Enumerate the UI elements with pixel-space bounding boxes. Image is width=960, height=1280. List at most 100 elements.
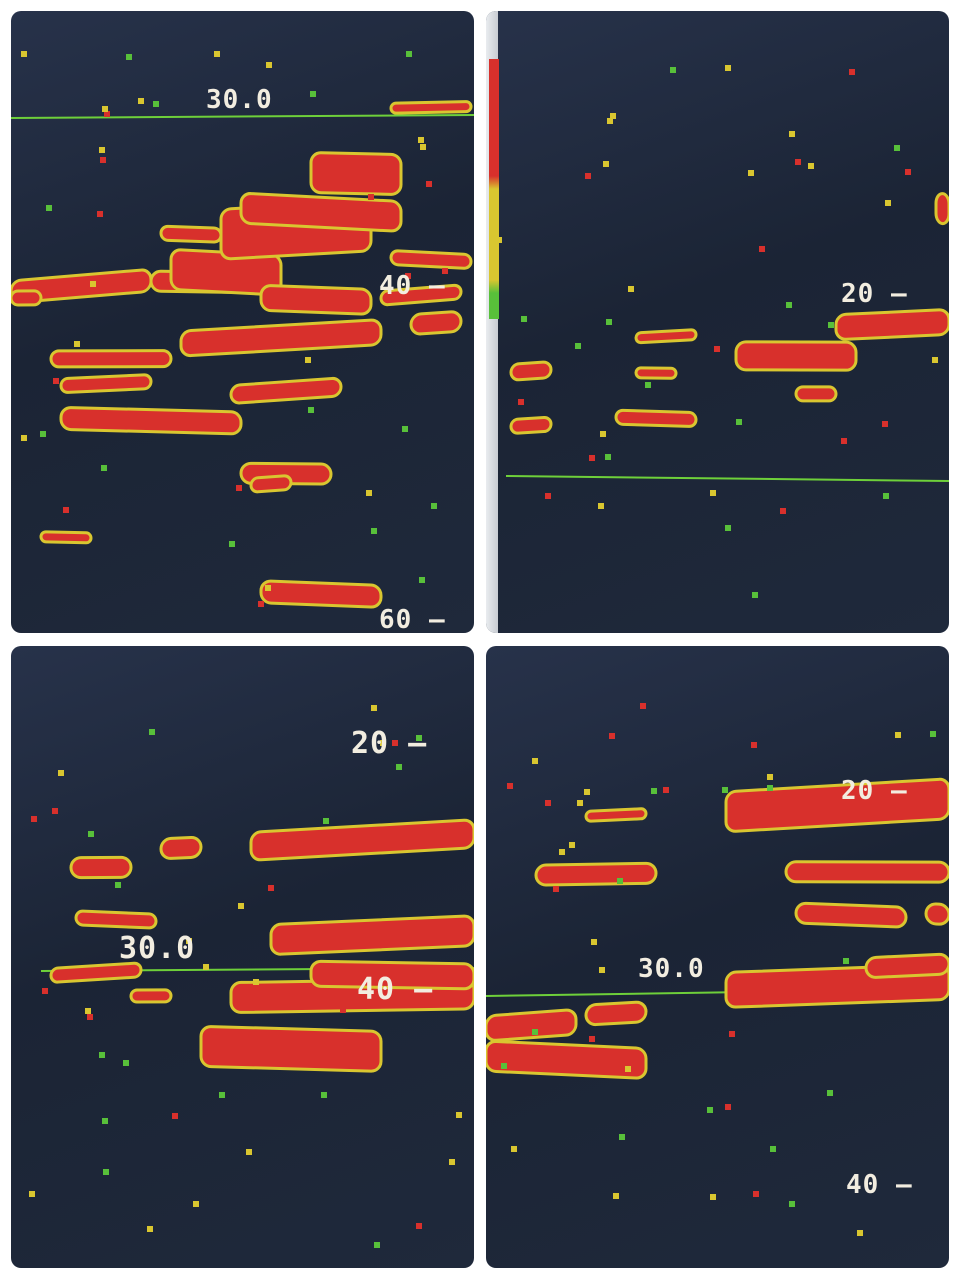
echo-speck <box>725 525 731 531</box>
fish-echo <box>59 373 153 394</box>
echo-speck <box>628 286 634 292</box>
echo-speck <box>767 785 773 791</box>
echo-speck <box>598 503 604 509</box>
echo-speck <box>21 435 27 441</box>
echo-speck <box>115 882 121 888</box>
echo-speck <box>780 508 786 514</box>
echo-speck <box>97 211 103 217</box>
echo-speck <box>894 145 900 151</box>
echo-speck <box>186 938 192 944</box>
fish-echo <box>864 952 949 979</box>
echo-speck <box>305 357 311 363</box>
echo-speck <box>808 163 814 169</box>
echo-speck <box>123 1060 129 1066</box>
echo-speck <box>707 1107 713 1113</box>
echo-speck <box>670 67 676 73</box>
fish-echo <box>259 579 383 609</box>
fish-echo <box>389 100 473 115</box>
echo-speck <box>21 51 27 57</box>
echo-speck <box>797 986 803 992</box>
fish-echo <box>49 961 143 984</box>
echo-speck <box>619 1134 625 1140</box>
echo-speck <box>31 816 37 822</box>
echo-layer <box>486 703 949 1236</box>
echo-speck <box>849 69 855 75</box>
echo-speck <box>532 1029 538 1035</box>
fish-echo <box>249 818 474 862</box>
echo-speck <box>882 421 888 427</box>
echo-speck <box>214 51 220 57</box>
echo-speck <box>74 341 80 347</box>
echo-speck <box>532 758 538 764</box>
fish-echo <box>509 360 553 382</box>
echo-speck <box>663 787 669 793</box>
echo-speck <box>589 455 595 461</box>
echo-speck <box>589 1036 595 1042</box>
echo-speck <box>645 382 651 388</box>
depth-marker-label: 30.0 <box>206 85 273 115</box>
echo-speck <box>930 731 936 737</box>
echo-speck <box>366 490 372 496</box>
echo-speck <box>195 273 201 279</box>
echo-speck <box>42 988 48 994</box>
echo-speck <box>138 98 144 104</box>
echo-speck <box>392 740 398 746</box>
fish-echo <box>734 340 858 372</box>
fish-echo <box>199 1025 383 1073</box>
fish-echo <box>309 959 474 991</box>
fish-echo <box>179 318 383 358</box>
fish-echo <box>834 308 949 341</box>
echo-speck <box>559 849 565 855</box>
echo-speck <box>85 1008 91 1014</box>
fish-echo <box>11 289 43 307</box>
echo-speck <box>752 592 758 598</box>
echo-speck <box>895 732 901 738</box>
depth-scale-label: 20 — <box>351 726 428 761</box>
echo-speck <box>603 161 609 167</box>
echo-speck <box>545 800 551 806</box>
echo-speck <box>883 493 889 499</box>
echo-speck <box>40 431 46 437</box>
fish-echo <box>379 283 463 307</box>
echo-speck <box>380 740 386 746</box>
fish-echo <box>486 1008 578 1042</box>
echo-speck <box>100 157 106 163</box>
echo-speck <box>266 62 272 68</box>
echo-speck <box>219 1092 225 1098</box>
echo-speck <box>789 131 795 137</box>
fish-echo <box>584 1000 648 1027</box>
echo-speck <box>843 958 849 964</box>
echo-speck <box>374 1242 380 1248</box>
fish-echo <box>159 224 223 244</box>
fish-echo <box>249 474 293 494</box>
depth-scale-label: 60 — <box>379 605 446 633</box>
echo-speck <box>253 979 259 985</box>
echo-speck <box>600 431 606 437</box>
sonar-panel-4: 20 — 30.0 40 — <box>486 646 949 1268</box>
echo-speck <box>416 735 422 741</box>
depth-line <box>505 475 949 482</box>
echo-speck <box>321 1092 327 1098</box>
fish-echo <box>509 416 553 435</box>
fish-echo <box>934 192 949 226</box>
echo-speck <box>265 585 271 591</box>
echo-speck <box>418 137 424 143</box>
echo-speck <box>725 1104 731 1110</box>
echo-speck <box>406 51 412 57</box>
echo-speck <box>153 101 159 107</box>
fish-echo <box>239 192 403 233</box>
echo-speck <box>591 939 597 945</box>
echo-speck <box>101 465 107 471</box>
echo-speck <box>396 764 402 770</box>
echo-speck <box>456 1112 462 1118</box>
fish-echo <box>614 408 698 428</box>
echo-speck <box>507 783 513 789</box>
echo-speck <box>857 1230 863 1236</box>
echo-speck <box>736 419 742 425</box>
echo-speck <box>729 1031 735 1037</box>
echo-speck <box>340 1007 346 1013</box>
echo-speck <box>545 493 551 499</box>
echo-speck <box>371 705 377 711</box>
fish-echo <box>39 530 93 545</box>
echo-speck <box>203 964 209 970</box>
